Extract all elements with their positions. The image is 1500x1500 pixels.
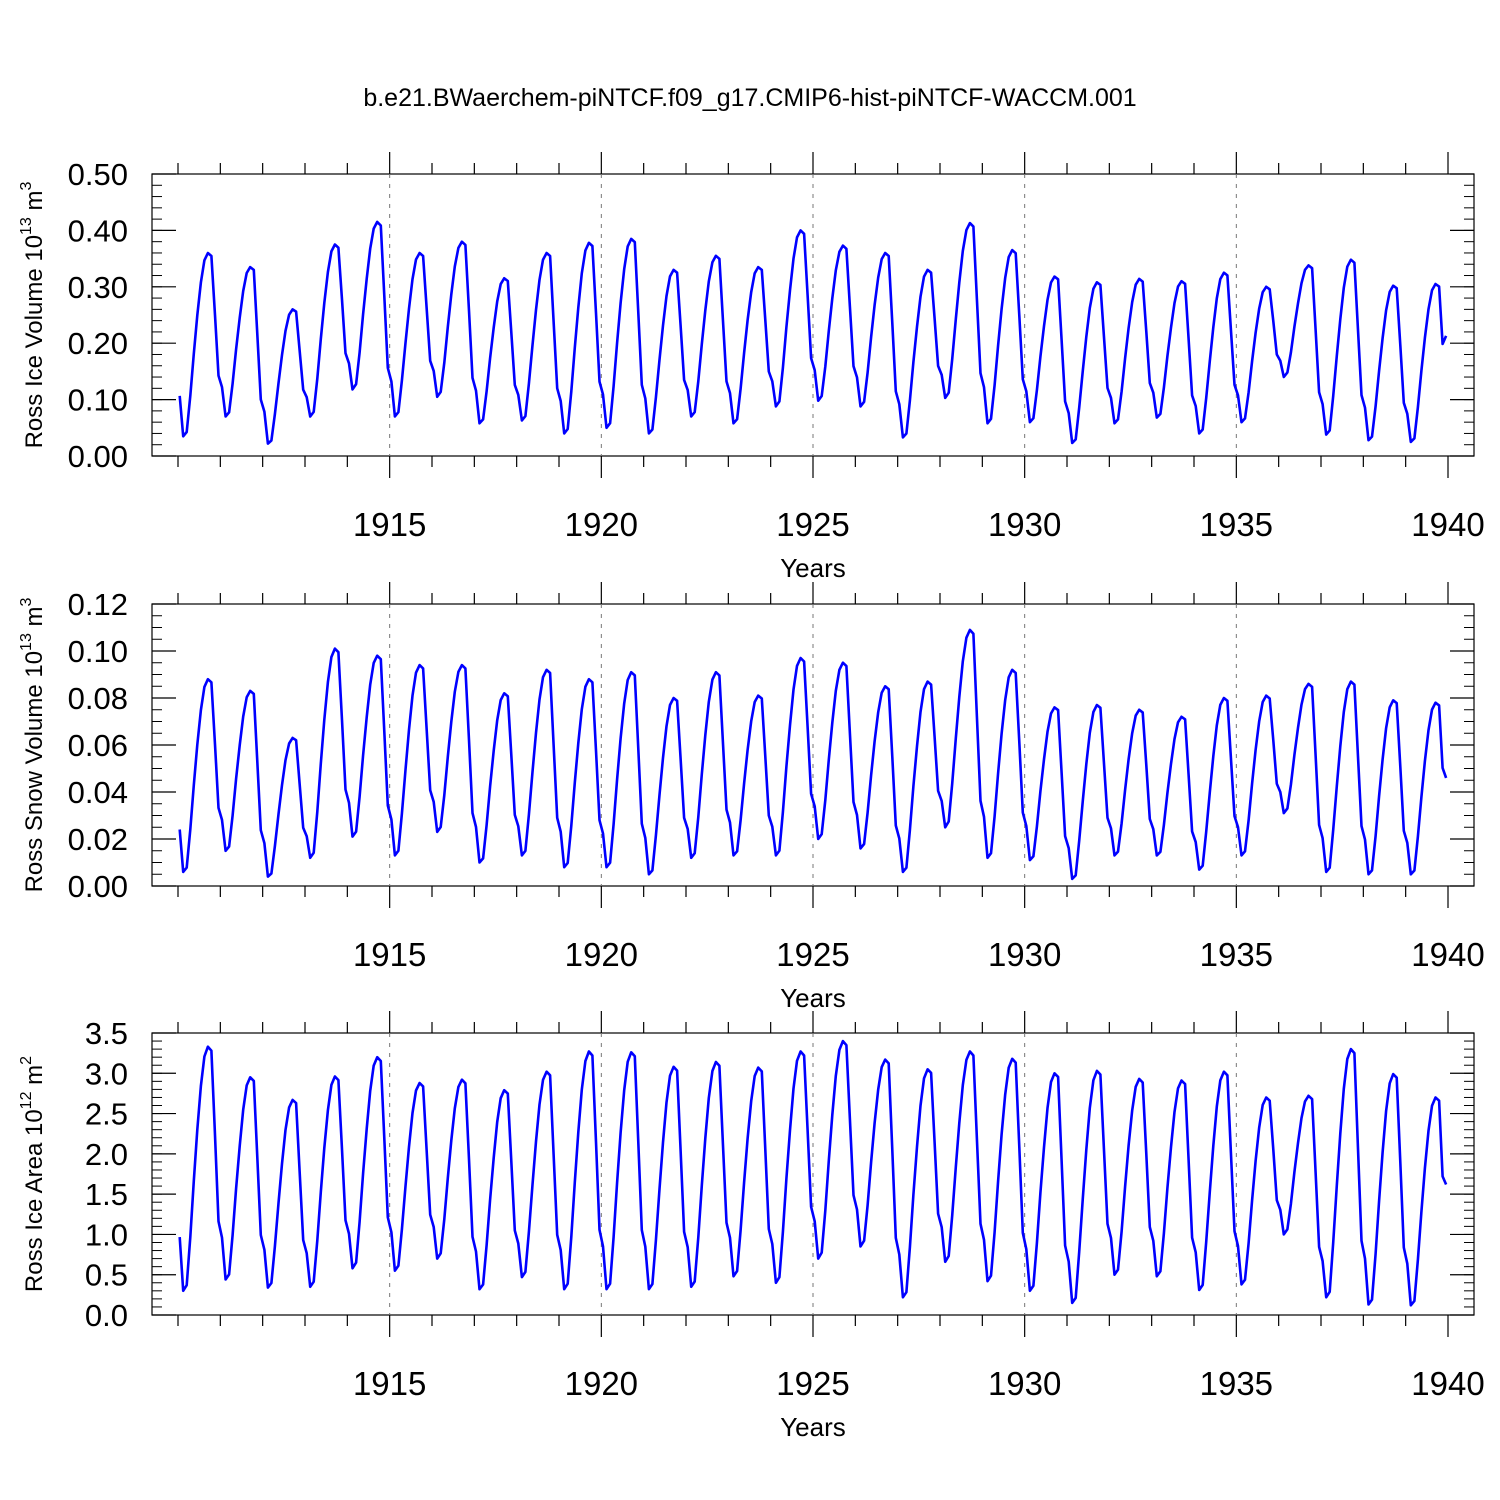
x-tick-label: 1930 (988, 506, 1061, 543)
y-tick-label: 0.50 (68, 157, 128, 192)
x-axis-label: Years (780, 553, 846, 583)
panel-ross-ice-area: 1915 1920 1925 1930 1935 1940 Years 0.0 0.5 1.0 1.… (18, 1011, 1485, 1442)
x-tick-label: 1930 (988, 1365, 1061, 1402)
y-tick-label: 0.06 (68, 728, 128, 763)
y-tick-label: 0.0 (85, 1298, 128, 1333)
x-tick-label: 1935 (1200, 506, 1273, 543)
x-tick-label: 1920 (565, 1365, 638, 1402)
y-tick-label: 1.0 (85, 1217, 128, 1252)
x-tick-label: 1930 (988, 936, 1061, 973)
x-tick-label: 1915 (353, 936, 426, 973)
figure-title: b.e21.BWaerchem-piNTCF.f09_g17.CMIP6-his… (363, 84, 1137, 112)
x-tick-label: 1920 (565, 936, 638, 973)
x-tick-label: 1925 (776, 506, 849, 543)
x-tick-label: 1925 (776, 936, 849, 973)
x-tick-label: 1940 (1411, 936, 1484, 973)
series-line (178, 628, 1448, 881)
x-tick-label: 1935 (1200, 936, 1273, 973)
y-tick-label: 0.20 (68, 326, 128, 361)
y-tick-label: 2.5 (85, 1097, 128, 1132)
y-tick-label: 0.10 (68, 383, 128, 418)
y-tick-label: 0.40 (68, 213, 128, 248)
x-tick-label: 1915 (353, 1365, 426, 1402)
y-axis-label: Ross Ice Volume 1013 m3 (18, 181, 48, 448)
panel-ross-snow-volume: 1915 1920 1925 1930 1935 1940 Years 0.00 0.02 0.0… (18, 582, 1485, 1013)
y-tick-label: 0.00 (68, 869, 128, 904)
y-tick-label: 0.00 (68, 439, 128, 474)
y-axis-label: Ross Ice Area 1012 m2 (18, 1056, 48, 1292)
y-tick-label: 0.04 (68, 775, 128, 810)
x-axis-label: Years (780, 1412, 846, 1442)
y-tick-label: 0.02 (68, 822, 128, 857)
series-line (178, 220, 1448, 445)
y-tick-label: 0.30 (68, 270, 128, 305)
x-axis-label: Years (780, 983, 846, 1013)
y-tick-label: 2.0 (85, 1137, 128, 1172)
y-tick-label: 1.5 (85, 1177, 128, 1212)
panel-ross-ice-volume: 1915 1920 1925 1930 1935 1940 Years 0.00 0.10 0.2… (18, 152, 1485, 583)
y-tick-label: 0.12 (68, 587, 128, 622)
x-tick-label: 1920 (565, 506, 638, 543)
x-tick-label: 1915 (353, 506, 426, 543)
x-tick-label: 1935 (1200, 1365, 1273, 1402)
y-axis-label: Ross Snow Volume 1013 m3 (18, 597, 48, 892)
y-tick-label: 0.08 (68, 681, 128, 716)
y-tick-label: 0.5 (85, 1258, 128, 1293)
series-line (178, 1039, 1448, 1307)
x-tick-label: 1940 (1411, 1365, 1484, 1402)
x-tick-label: 1925 (776, 1365, 849, 1402)
y-tick-label: 3.5 (85, 1016, 128, 1051)
x-tick-label: 1940 (1411, 506, 1484, 543)
y-tick-label: 3.0 (85, 1056, 128, 1091)
y-tick-label: 0.10 (68, 634, 128, 669)
